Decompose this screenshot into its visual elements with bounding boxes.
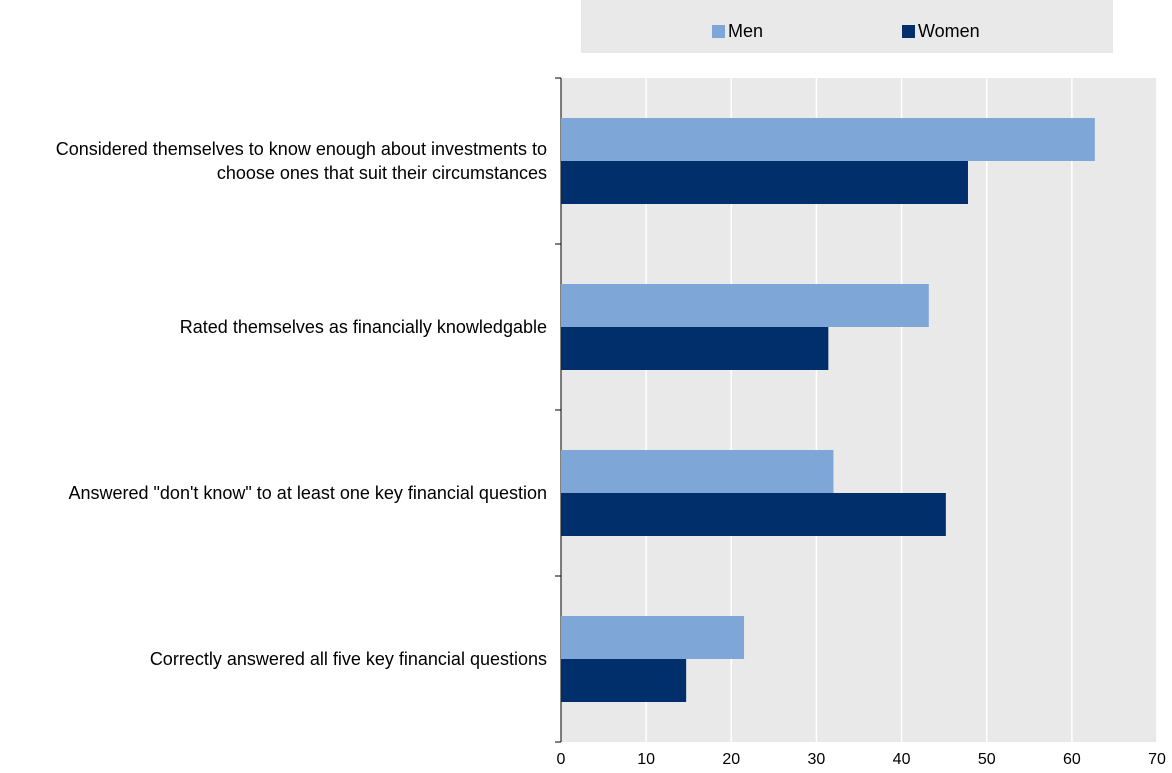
legend-swatch [712, 25, 725, 38]
x-tick-label: 30 [808, 751, 826, 768]
bar [561, 659, 687, 702]
bar [561, 450, 834, 493]
x-tick-label: 70 [1148, 751, 1166, 768]
bar [561, 493, 946, 536]
bar [561, 161, 968, 204]
legend-swatch [902, 25, 915, 38]
x-tick-label: 10 [637, 751, 655, 768]
x-tick-label: 60 [1063, 751, 1081, 768]
bar [561, 118, 1095, 161]
y-tick-label: Considered themselves to know enough abo… [55, 139, 547, 183]
bar [561, 284, 929, 327]
y-tick-label: Rated themselves as financially knowledg… [179, 317, 547, 337]
x-tick-label: 0 [557, 751, 566, 768]
bar [561, 616, 745, 659]
y-tick-label: Correctly answered all five key financia… [149, 649, 547, 669]
x-tick-label: 40 [893, 751, 911, 768]
x-tick-label: 20 [722, 751, 740, 768]
legend-label: Men [728, 21, 763, 41]
bar [561, 327, 829, 370]
x-tick-label: 50 [978, 751, 996, 768]
legend-box [581, 0, 1113, 53]
legend-label: Women [918, 21, 980, 41]
y-tick-label: Answered "don't know" to at least one ke… [68, 483, 547, 503]
